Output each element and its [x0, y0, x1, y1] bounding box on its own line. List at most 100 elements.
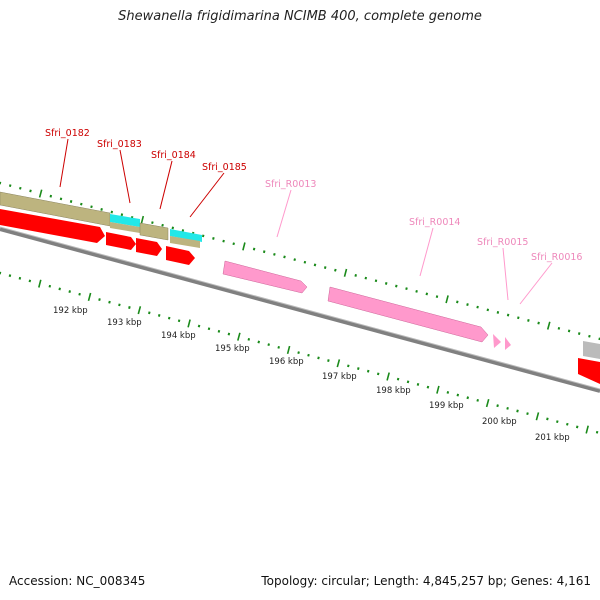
cog-bar-sfri-0185-cyan	[170, 229, 202, 242]
scale-track-minor-tick	[366, 369, 370, 373]
cog-track	[0, 191, 600, 359]
scale-track-minor-tick	[108, 300, 111, 304]
label-sfri-r0014: Sfri_R0014	[409, 217, 460, 228]
scale-track-minor-tick	[207, 327, 211, 331]
upper-track-minor-tick	[181, 229, 185, 232]
scale-tick-track	[0, 271, 599, 434]
upper-track-major-tick	[445, 295, 449, 304]
rna-arrow-sfri-r0014	[327, 286, 489, 343]
scale-label-192: 192 kbp	[53, 306, 88, 316]
scale-label-197: 197 kbp	[322, 372, 357, 382]
upper-track-minor-tick	[232, 242, 235, 246]
upper-track-minor-tick	[120, 213, 124, 217]
scale-track-minor-tick	[28, 279, 32, 283]
upper-track-minor-tick	[395, 284, 398, 288]
upper-track-minor-tick	[80, 202, 83, 206]
scale-track-minor-tick	[456, 393, 460, 397]
scale-track-minor-tick	[526, 412, 529, 416]
scale-track-minor-tick	[118, 303, 121, 307]
upper-track-major-tick	[38, 189, 43, 198]
label-sfri-0184: Sfri_0184	[151, 150, 196, 161]
label-sfri-0182: Sfri_0182	[45, 128, 90, 139]
scale-track-major-tick	[585, 425, 589, 434]
scale-track-minor-tick	[167, 316, 171, 320]
cog-bar-sfri-0185-khaki	[170, 236, 200, 248]
scale-track-minor-tick	[98, 298, 101, 301]
scale-track-minor-tick	[58, 287, 61, 291]
scale-label-193: 193 kbp	[107, 318, 142, 328]
upper-track-minor-tick	[222, 239, 225, 243]
upper-track-minor-tick	[567, 329, 571, 333]
rna-track	[222, 260, 511, 350]
upper-track-minor-tick	[577, 332, 581, 336]
upper-track-minor-tick	[252, 247, 256, 251]
upper-track-minor-tick	[486, 308, 490, 312]
leader-sfri-r0016	[519, 262, 553, 305]
upper-track-minor-tick	[323, 266, 327, 269]
upper-track-minor-tick	[151, 221, 154, 225]
cds-arrow-sfri-0183	[106, 232, 136, 250]
upper-track-minor-tick	[283, 255, 286, 259]
topology-text: Topology: circular; Length: 4,845,257 bp…	[261, 574, 591, 588]
scale-track-minor-tick	[307, 353, 310, 357]
scale-track-minor-tick	[48, 284, 52, 288]
rna-arrow-sfri-r0015	[493, 334, 501, 348]
scale-track-minor-tick	[277, 345, 280, 349]
label-sfri-r0015: Sfri_R0015	[477, 237, 528, 248]
upper-track-minor-tick	[171, 226, 175, 230]
upper-track-minor-tick	[161, 223, 164, 227]
leader-sfri-r0014	[419, 227, 434, 277]
scale-track-minor-tick	[257, 340, 261, 344]
leader-sfri-r0013	[276, 189, 292, 238]
scale-track-minor-tick	[78, 292, 81, 296]
label-sfri-0185: Sfri_0185	[202, 162, 247, 173]
scale-track-minor-tick	[327, 359, 330, 362]
cog-bar-sfri-0183-cyan	[110, 214, 140, 227]
upper-track-minor-tick	[334, 268, 337, 272]
label-sfri-r0013: Sfri_R0013	[265, 179, 316, 190]
upper-track-minor-tick	[506, 313, 510, 317]
scale-track-minor-tick	[376, 372, 380, 376]
scale-label-198: 198 kbp	[376, 386, 411, 396]
scale-track-major-tick	[535, 412, 540, 421]
scale-track-minor-tick	[297, 351, 300, 355]
scale-label-195: 195 kbp	[215, 344, 250, 354]
label-sfri-r0016: Sfri_R0016	[531, 252, 582, 263]
upper-track-minor-tick	[537, 321, 540, 325]
upper-track-minor-tick	[557, 326, 561, 330]
scale-track-major-tick	[436, 385, 440, 394]
scale-track-minor-tick	[347, 364, 350, 368]
leader-sfri-0183	[119, 149, 131, 204]
map-title: Shewanella frigidimarina NCIMB 400, comp…	[118, 9, 482, 24]
cog-bar-sfri-0183-khaki	[110, 222, 140, 233]
upper-track-minor-tick	[100, 208, 103, 211]
scale-track-major-tick	[485, 398, 490, 408]
upper-track-minor-tick	[262, 250, 266, 254]
upper-track-minor-tick	[405, 287, 408, 291]
scale-track-minor-tick	[546, 417, 549, 421]
scale-track-minor-tick	[416, 383, 420, 386]
scale-label-200: 200 kbp	[482, 417, 517, 427]
scale-track-minor-tick	[446, 391, 450, 394]
scale-track-major-tick	[237, 332, 241, 341]
scale-track-major-tick	[87, 292, 92, 302]
upper-track-minor-tick	[69, 200, 73, 203]
scale-label-196: 196 kbp	[269, 357, 304, 367]
upper-track-minor-tick	[201, 234, 205, 238]
gene-labels: Sfri_0182 Sfri_0183 Sfri_0184 Sfri_0185 …	[45, 128, 582, 263]
accession-text: Accession: NC_008345	[9, 574, 146, 588]
cds-arrow-sfri-0182	[0, 209, 105, 243]
scale-track-minor-tick	[426, 385, 430, 389]
scale-track-minor-tick	[406, 380, 410, 384]
scale-track-major-tick	[286, 345, 291, 355]
cds-arrow-offscreen	[578, 358, 600, 384]
scale-track-minor-tick	[18, 276, 22, 280]
upper-track-minor-tick	[588, 334, 591, 338]
scale-track-minor-tick	[506, 406, 509, 410]
scale-track-minor-tick	[247, 337, 251, 341]
scale-track-minor-tick	[466, 396, 470, 400]
scale-track-major-tick	[137, 306, 142, 315]
leader-sfri-0182	[59, 138, 69, 188]
leader-lines	[59, 138, 553, 305]
upper-track-minor-tick	[517, 316, 520, 320]
